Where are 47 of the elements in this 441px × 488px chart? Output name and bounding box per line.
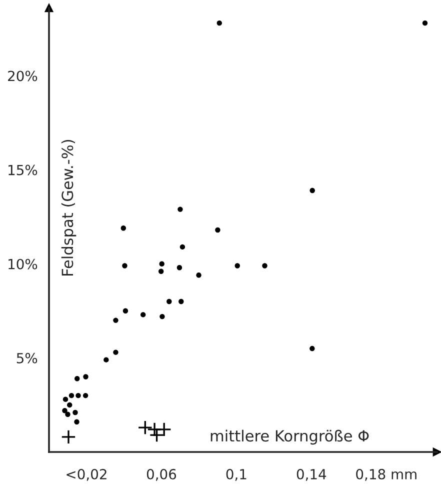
y-tick-label: 10%	[8, 258, 38, 270]
point	[67, 402, 72, 408]
point	[138, 420, 153, 435]
point	[160, 314, 165, 320]
point	[310, 188, 315, 194]
point	[76, 392, 81, 398]
point	[422, 20, 428, 26]
point	[216, 20, 222, 26]
point	[74, 419, 80, 424]
point	[104, 357, 109, 362]
y-tick-label: 15%	[8, 164, 38, 176]
point	[83, 374, 88, 380]
point	[62, 396, 68, 402]
point	[234, 263, 240, 268]
x-tick-label: 0,14	[296, 468, 326, 481]
y-tick-label: 5%	[16, 352, 38, 364]
point	[178, 298, 184, 304]
point	[215, 227, 220, 233]
point	[196, 272, 202, 278]
y-axis-title: Feldspat (Gew.-%)	[61, 140, 76, 276]
point	[176, 265, 182, 270]
point	[61, 430, 76, 444]
x-axis-title: mittlere Korngröße Φ	[210, 430, 369, 445]
x-tick-label: 0,06	[146, 468, 176, 481]
point	[62, 408, 68, 414]
point	[166, 298, 172, 304]
point	[180, 244, 186, 250]
point	[72, 410, 78, 416]
point	[113, 318, 118, 323]
point	[122, 263, 128, 268]
x-tick-label: 0,1	[226, 468, 246, 481]
point	[310, 346, 315, 352]
x-tick-label: 0,18 mm	[356, 468, 416, 481]
point	[68, 392, 74, 398]
point	[82, 392, 88, 398]
point	[120, 226, 126, 231]
point	[74, 376, 80, 382]
point	[158, 268, 164, 274]
point	[65, 412, 70, 417]
point	[159, 261, 164, 266]
point	[122, 308, 128, 314]
point	[140, 312, 146, 318]
point	[262, 263, 268, 268]
point	[178, 206, 183, 212]
point	[113, 350, 118, 355]
x-tick-label: <0,02	[66, 468, 106, 481]
y-tick-label: 20%	[8, 70, 38, 82]
